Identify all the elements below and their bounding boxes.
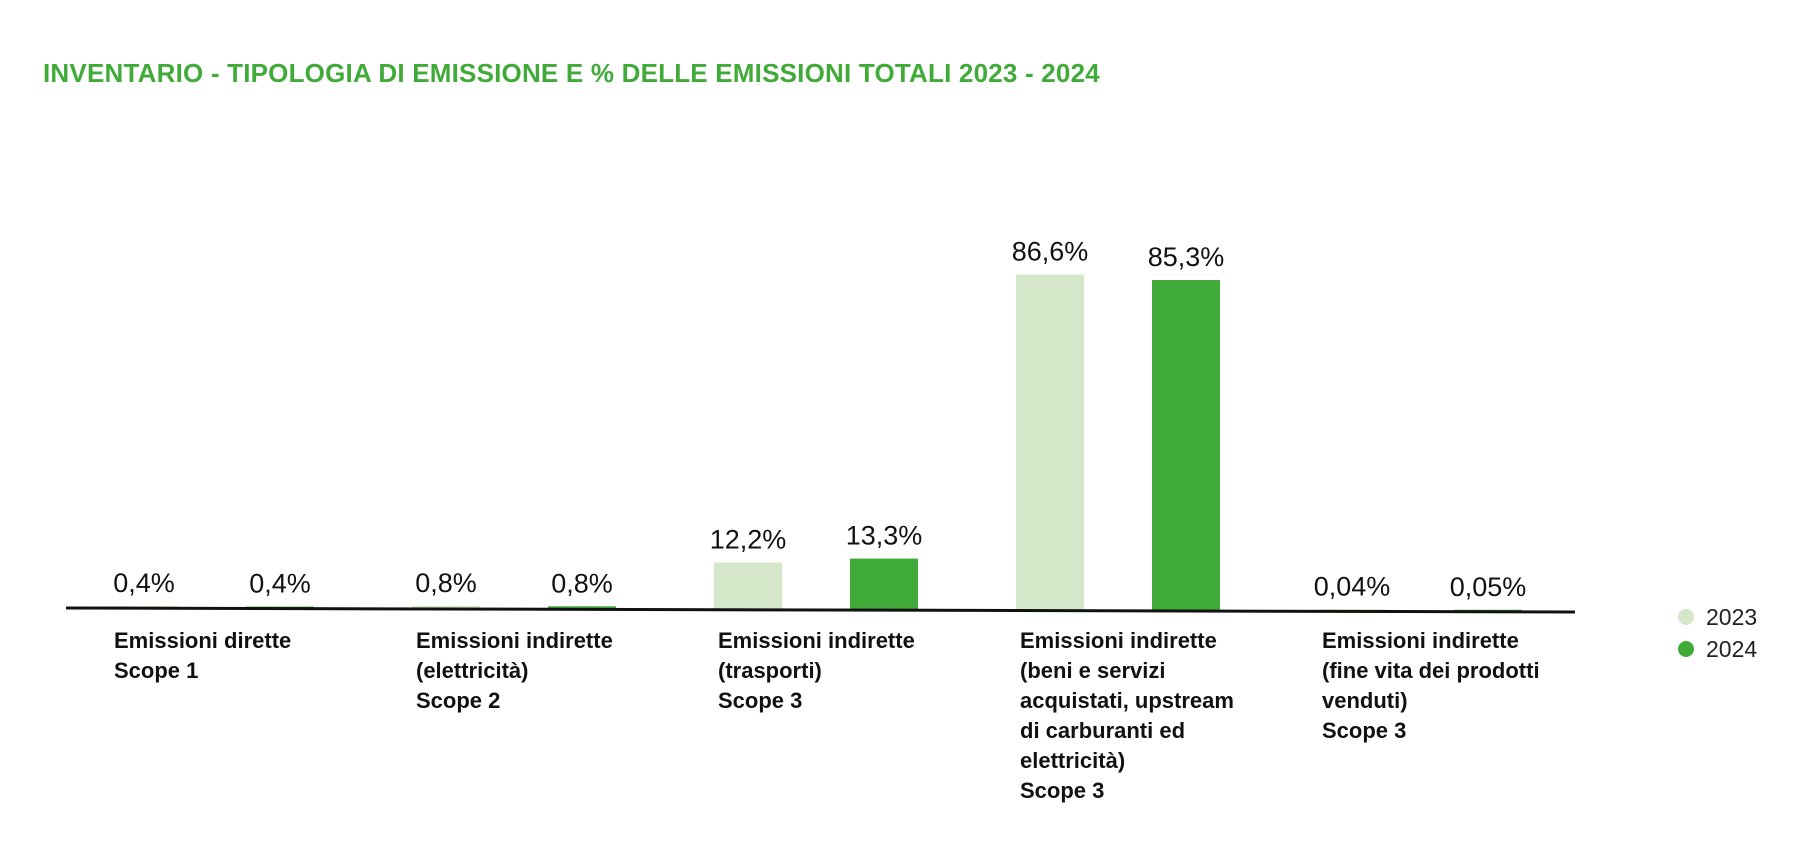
legend-marker-2024 [1678,641,1694,657]
bar-2024-2 [548,606,616,610]
chart-title: INVENTARIO - TIPOLOGIA DI EMISSIONE E % … [43,58,1100,88]
category-label-2: Emissioni indirette (elettricità) Scope 2 [416,628,613,713]
data-label-2023-4: 86,6% [1012,237,1089,267]
category-label-3: Emissioni indirette (trasporti) Scope 3 [718,628,915,713]
legend-marker-2023 [1678,609,1694,625]
legend-label-2023: 2023 [1706,604,1757,630]
category-label-5: Emissioni indirette (fine vita dei prodot… [1322,628,1540,743]
category-label-line: Emissioni indirette [1322,628,1519,653]
category-label-line: acquistati, upstream [1020,688,1234,713]
data-label-2024-2: 0,8% [551,568,613,598]
category-label-line: Emissioni indirette [1020,628,1217,653]
bars-layer [110,274,1522,612]
data-label-2024-5: 0,05% [1450,572,1527,602]
category-label-line: venduti) [1322,688,1408,713]
category-label-1: Emissioni dirette Scope 1 [114,628,291,683]
category-label-line: Emissioni indirette [416,628,613,653]
data-label-2024-4: 85,3% [1148,242,1225,272]
x-axis-line [65,606,1576,614]
category-label-line: (beni e servizi [1020,658,1166,683]
data-label-2023-5: 0,04% [1314,571,1391,601]
legend-label-2024: 2024 [1706,636,1757,662]
data-label-2023-2: 0,8% [415,568,477,598]
category-label-line: elettricità) [1020,748,1125,773]
category-label-line: di carburanti ed [1020,718,1185,743]
category-label-line: (trasporti) [718,658,822,683]
category-label-line: (elettricità) [416,658,528,683]
category-label-4: Emissioni indirette (beni e servizi acquis… [1020,628,1234,803]
bar-2024-4 [1152,280,1220,611]
data-label-2023-3: 12,2% [710,524,787,554]
category-label-line: Scope 2 [416,688,500,713]
category-label-line: Scope 3 [1322,718,1406,743]
category-label-line: Emissioni dirette [114,628,291,653]
labels-layer: 0,4% 0,4% Emissioni dirette Scope 1 0,8% 0,8%… [113,237,1539,803]
category-label-line: Scope 3 [718,688,802,713]
bar-2023-4 [1016,274,1084,611]
legend: 2023 2024 [1678,604,1757,662]
bar-2024-3 [850,558,918,611]
bar-2023-3 [714,562,782,610]
data-label-2023-1: 0,4% [113,568,175,598]
category-label-line: (fine vita dei prodotti [1322,658,1540,683]
category-label-line: Scope 1 [114,658,198,683]
data-label-2024-3: 13,3% [846,521,923,551]
category-label-line: Scope 3 [1020,778,1104,803]
bar-2023-2 [412,605,480,610]
data-label-2024-1: 0,4% [249,569,311,599]
category-label-line: Emissioni indirette [718,628,915,653]
